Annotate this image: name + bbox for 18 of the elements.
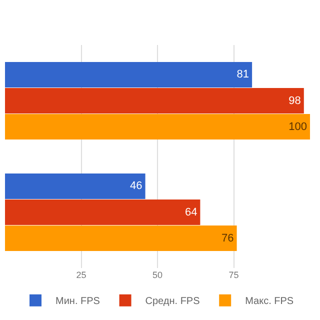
data-label: 46: [130, 180, 142, 192]
data-label: 64: [184, 206, 198, 218]
data-label: 81: [236, 68, 250, 81]
data-label: 98: [288, 94, 301, 107]
bar: [5, 173, 146, 199]
data-label: 100: [288, 120, 307, 133]
legend-label: Средн. FPS: [145, 296, 200, 308]
legend-label: Макс. FPS: [245, 296, 294, 308]
data-label: 76: [222, 232, 234, 244]
legend-label: Мин. FPS: [56, 296, 100, 308]
bar: [5, 62, 252, 88]
x-tick-label: 75: [228, 270, 239, 280]
x-tick-label: 50: [152, 270, 163, 280]
bar: [5, 114, 310, 140]
bar: [5, 226, 237, 252]
bar: [5, 88, 304, 114]
bar: [5, 200, 200, 225]
x-tick-label: 25: [76, 270, 86, 280]
